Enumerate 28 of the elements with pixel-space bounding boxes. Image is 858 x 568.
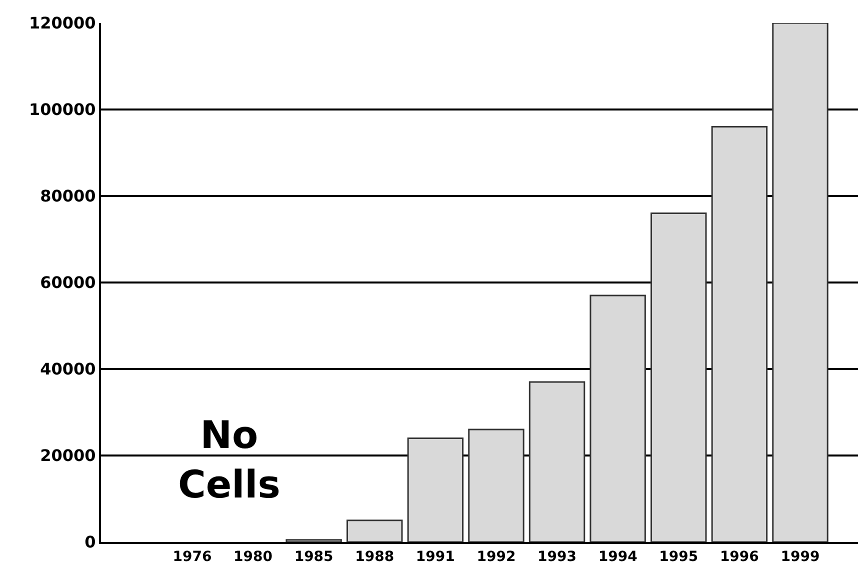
y-tick-label: 0: [84, 532, 96, 552]
y-tick-label: 100000: [29, 100, 96, 120]
x-tick-label: 1994: [598, 548, 638, 565]
bar: [286, 539, 342, 542]
y-tick-label: 60000: [40, 273, 96, 292]
bar: [711, 126, 768, 542]
y-tick-label: 120000: [29, 14, 96, 33]
x-tick-label: 1993: [538, 548, 577, 565]
x-tick-label: 1995: [659, 548, 698, 565]
x-tick-label: 1988: [355, 548, 394, 565]
x-tick-label: 1996: [720, 548, 759, 565]
x-tick-label: 1980: [234, 548, 273, 565]
x-tick-label: 1991: [416, 548, 455, 565]
bar: [650, 212, 707, 542]
x-tick-label: 1985: [294, 548, 334, 565]
bar: [346, 520, 403, 542]
x-tick-label: 1999: [780, 548, 820, 565]
annotation: No Cells: [178, 413, 280, 506]
y-tick-label: 40000: [40, 360, 96, 379]
x-tick-label: 1976: [172, 548, 212, 565]
bar: [468, 428, 524, 542]
bar: [407, 437, 464, 542]
x-tick-label: 1992: [476, 548, 516, 565]
bar: [590, 294, 646, 542]
y-tick-label: 80000: [40, 186, 96, 206]
y-tick-label: 20000: [40, 446, 96, 466]
bar: [772, 23, 828, 542]
bar: [528, 381, 586, 542]
